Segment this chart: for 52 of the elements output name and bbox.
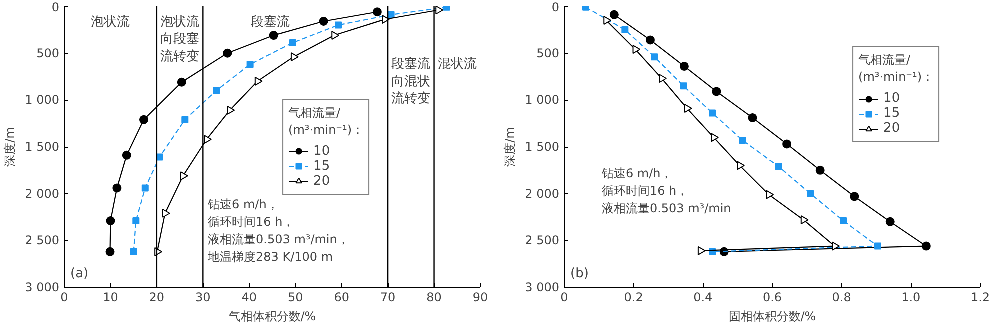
x-tick-label: 90 [472,290,488,304]
y-tick-label: 2 500 [525,234,560,248]
y-tick-label: 1 000 [525,93,560,108]
y-tick-label: 0 [552,0,560,14]
y-tick-label: 500 [536,46,560,60]
y-tick-label: 2 000 [25,186,60,201]
y-axis-title: 深度/m [3,127,18,167]
legend-label: 20 [314,174,332,188]
x-tick-label: 0.2 [624,290,644,304]
annotation: 泡状流向段塞流转变 [160,14,200,64]
x-axis-title: 固相体积分数/% [728,310,816,324]
annotation: (b) [570,266,589,282]
legend-label: 10 [884,91,902,106]
x-tick-label: 40 [242,290,258,304]
legend-label: 15 [314,158,332,174]
y-tick-label: 500 [36,46,60,60]
legend-label: 20 [884,121,902,136]
x-tick-label: 20 [149,290,165,304]
x-tick-label: 1.0 [902,290,921,304]
legend-label: 15 [884,106,902,121]
annotation: 混状流 [438,56,477,72]
x-tick-label: 70 [380,290,396,304]
x-tick-label: 50 [288,290,304,304]
legend-title: 气相流量/ (m³·min⁻¹)： [288,104,364,138]
x-tick-label: 0.6 [762,290,782,304]
y-tick-label: 2 000 [525,186,560,201]
annotation: 泡状流 [91,14,130,30]
y-tick-label: 1 500 [525,140,560,154]
x-tick-label: 0.4 [694,290,713,304]
y-tick-label: 1 500 [25,140,60,154]
y-tick-label: 3 000 [25,280,60,294]
annotation: 钻速6 m/h，循环时间16 h，液相流量0.503 m³/min [600,166,732,216]
y-axis-title: 深度/m [503,127,518,167]
annotation: 钻速6 m/h，循环时间16 h，液相流量0.503 m³/min，地温梯度283 K/100 m [207,198,350,264]
annotation: 段塞流向混状流转变 [392,56,431,107]
x-tick-label: 10 [103,290,118,304]
annotation: (a) [70,266,89,282]
legend-label: 10 [314,144,332,158]
y-tick-label: 2 500 [25,234,60,248]
x-tick-label: 80 [426,290,442,304]
x-tick-label: 0 [60,290,68,304]
x-tick-label: 0 [560,290,568,304]
y-tick-label: 1 000 [25,93,60,108]
annotation: 段塞流 [251,14,290,30]
y-tick-label: 0 [52,0,60,14]
x-tick-label: 0.8 [832,290,852,304]
x-tick-label: 30 [196,290,211,304]
x-tick-label: 1.2 [970,290,990,304]
x-tick-label: 60 [334,290,350,304]
x-axis-title: 气相体积分数/% [228,310,316,324]
legend-title: 气相流量/ (m³·min⁻¹)： [858,52,934,86]
y-tick-label: 3 000 [525,280,560,294]
